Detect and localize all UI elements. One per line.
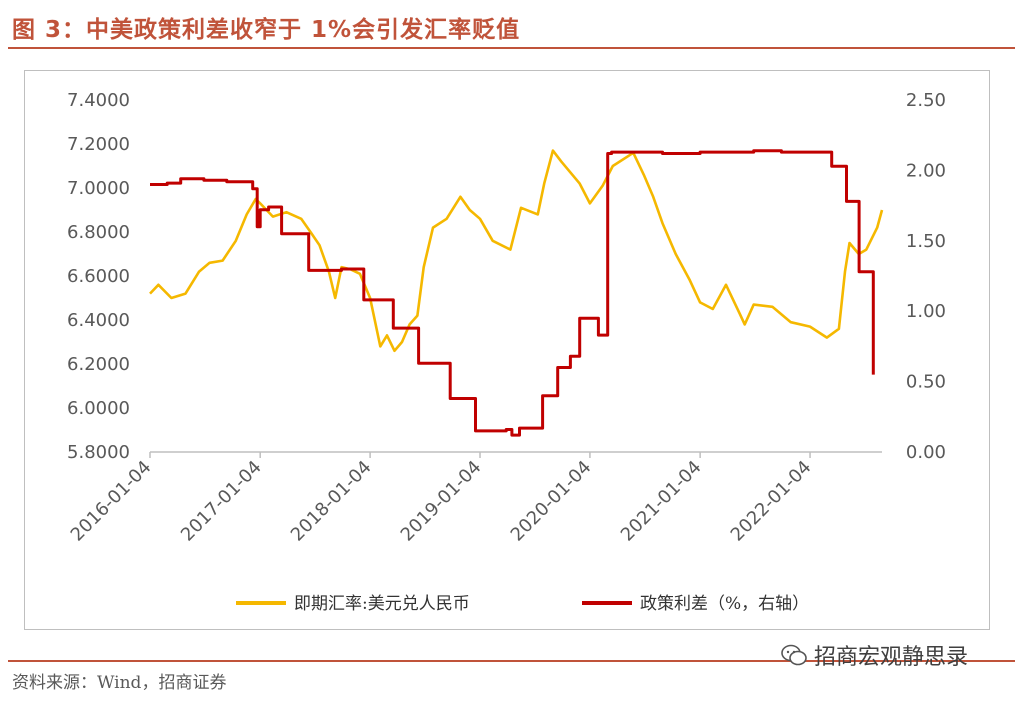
- right-tick-label: 0.50: [906, 372, 946, 393]
- x-tick-label: 2017-01-04: [177, 457, 266, 546]
- left-axis-ticks: 5.8000 6.0000 6.2000 6.4000 6.6000 6.8000 7.00…: [67, 90, 130, 463]
- left-tick-label: 7.2000: [67, 134, 130, 155]
- left-tick-label: 6.8000: [67, 222, 130, 243]
- left-tick-label: 6.6000: [67, 266, 130, 287]
- left-tick-label: 5.8000: [67, 442, 130, 463]
- right-tick-label: 0.00: [906, 442, 946, 463]
- legend-label-spread: 政策利差（%，右轴）: [640, 594, 809, 614]
- series-layer: [149, 149, 884, 437]
- watermark-text: 招商宏观静思录: [814, 645, 969, 670]
- right-tick-label: 2.50: [906, 90, 946, 111]
- left-tick-label: 7.0000: [67, 178, 130, 199]
- left-tick-label: 6.4000: [67, 310, 130, 331]
- right-tick-label: 1.50: [906, 231, 946, 252]
- x-tick-label: 2020-01-04: [507, 457, 596, 546]
- left-tick-label: 6.0000: [67, 398, 130, 419]
- right-axis-ticks: 0.00 0.50 1.00 1.50 2.00 2.50: [906, 90, 946, 463]
- right-tick-label: 1.00: [906, 301, 946, 322]
- x-tick-label: 2019-01-04: [397, 457, 486, 546]
- legend-label-fx: 即期汇率:美元兑人民币: [294, 594, 470, 614]
- source-note: 资料来源：Wind，招商证券: [12, 673, 227, 693]
- right-tick-label: 2.00: [906, 160, 946, 181]
- x-axis-ticks: 2016-01-04 2017-01-04 2018-01-04 2019-01-04…: [67, 452, 816, 546]
- wechat-icon: [781, 644, 807, 666]
- x-tick-label: 2018-01-04: [287, 457, 376, 546]
- x-tick-label: 2022-01-04: [727, 457, 816, 546]
- title-rule: [8, 47, 1015, 49]
- bottom-rule: [8, 660, 1015, 662]
- x-tick-label: 2021-01-04: [617, 457, 706, 546]
- figure-title: 图 3：中美政策利差收窄于 1%会引发汇率贬值: [12, 17, 521, 43]
- series-line-spread: [150, 149, 875, 437]
- left-tick-label: 6.2000: [67, 354, 130, 375]
- legend: 即期汇率:美元兑人民币 政策利差（%，右轴）: [236, 594, 809, 614]
- chart-frame: [24, 70, 990, 630]
- series-line-fx: [149, 149, 884, 353]
- left-tick-label: 7.4000: [67, 90, 130, 111]
- x-tick-label: 2016-01-04: [67, 457, 156, 546]
- watermark: 招商宏观静思录: [780, 639, 968, 671]
